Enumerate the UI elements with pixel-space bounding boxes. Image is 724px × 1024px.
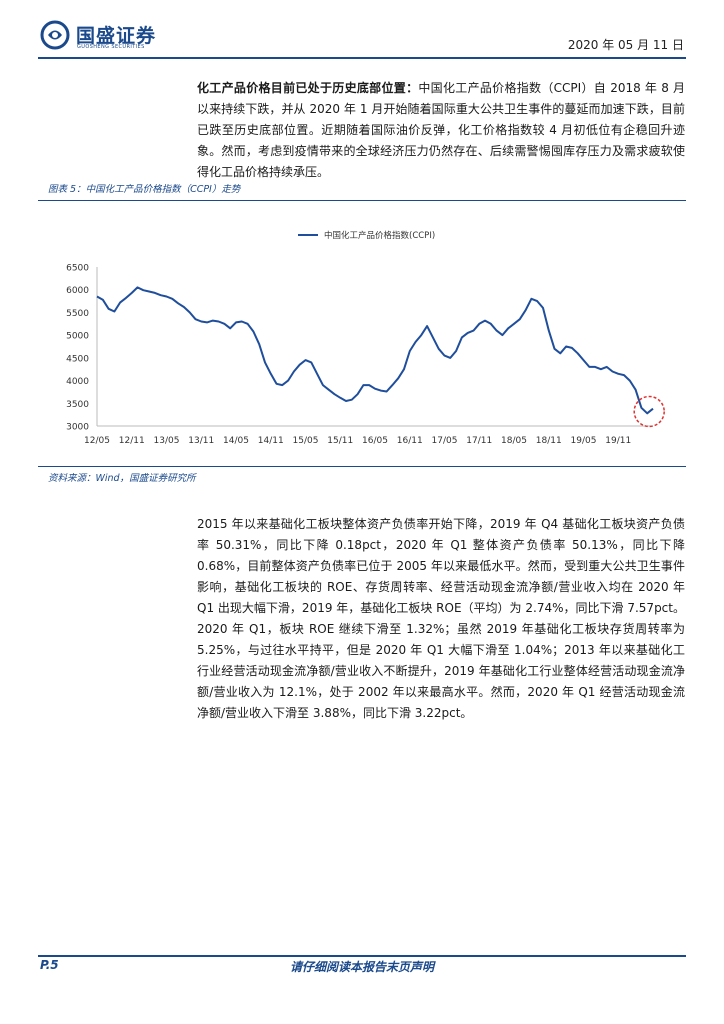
header-divider: [38, 57, 686, 59]
x-tick-label: 19/11: [605, 436, 631, 446]
intro-paragraph: 化工产品价格目前已处于历史底部位置：中国化工产品价格指数（CCPI）自 2018…: [197, 78, 685, 183]
x-tick-label: 15/11: [327, 436, 353, 446]
y-tick-label: 3500: [66, 400, 89, 410]
source-divider: [38, 466, 686, 467]
y-tick-label: 5500: [66, 309, 89, 319]
x-tick-label: 12/05: [84, 436, 110, 446]
x-tick-label: 16/05: [362, 436, 388, 446]
highlight-circle: [633, 395, 665, 428]
x-tick-label: 14/11: [258, 436, 284, 446]
y-tick-label: 4000: [66, 377, 89, 387]
intro-lead: 化工产品价格目前已处于历史底部位置：: [197, 81, 419, 95]
y-tick-label: 5000: [66, 332, 89, 342]
x-tick-label: 18/05: [501, 436, 527, 446]
analysis-paragraph: 2015 年以来基础化工板块整体资产负债率开始下降，2019 年 Q4 基础化工…: [197, 517, 685, 720]
logo-subtext: GUOSHENG SECURITIES: [77, 44, 145, 50]
x-tick-label: 19/05: [571, 436, 597, 446]
intro-body: 中国化工产品价格指数（CCPI）自 2018 年 8 月以来持续下跌，并从 20…: [197, 81, 685, 179]
series-line-ccpi: [96, 286, 654, 415]
y-tick-label: 4500: [66, 354, 89, 364]
legend-label: 中国化工产品价格指数(CCPI): [324, 230, 435, 241]
x-tick-label: 12/11: [119, 436, 145, 446]
x-tick-label: 16/11: [397, 436, 423, 446]
footer-disclaimer: 请仔细阅读本报告末页声明: [289, 960, 434, 974]
x-tick-label: 15/05: [293, 436, 319, 446]
report-date: 2020 年 05 月 11 日: [567, 38, 684, 52]
x-tick-label: 13/11: [188, 436, 214, 446]
figure-divider: [38, 200, 686, 201]
company-logo: 国盛证券 GUOSHENG SECURITIES: [40, 20, 200, 52]
x-tick-label: 17/05: [432, 436, 458, 446]
y-tick-label: 6000: [66, 286, 89, 296]
page-number: P.5: [40, 958, 59, 972]
x-tick-label: 13/05: [154, 436, 180, 446]
x-tick-label: 14/05: [223, 436, 249, 446]
figure-caption: 图表 5：中国化工产品价格指数（CCPI）走势: [48, 184, 241, 195]
logo-mark-icon: [40, 20, 70, 50]
x-tick-label: 17/11: [466, 436, 492, 446]
figure-source: 资料来源：Wind，国盛证券研究所: [48, 473, 196, 484]
footer-divider: [38, 955, 686, 957]
page-header: 国盛证券 GUOSHENG SECURITIES 2020 年 05 月 11 …: [0, 0, 724, 56]
logo-text: 国盛证券: [76, 25, 157, 47]
y-tick-label: 6500: [66, 264, 89, 274]
ccpi-line-chart: 3000 3500 4000 4500 5000 5500 6000 6500 12/05 12/…: [66, 230, 665, 446]
y-tick-label: 3000: [66, 423, 89, 433]
x-tick-label: 18/11: [536, 436, 562, 446]
